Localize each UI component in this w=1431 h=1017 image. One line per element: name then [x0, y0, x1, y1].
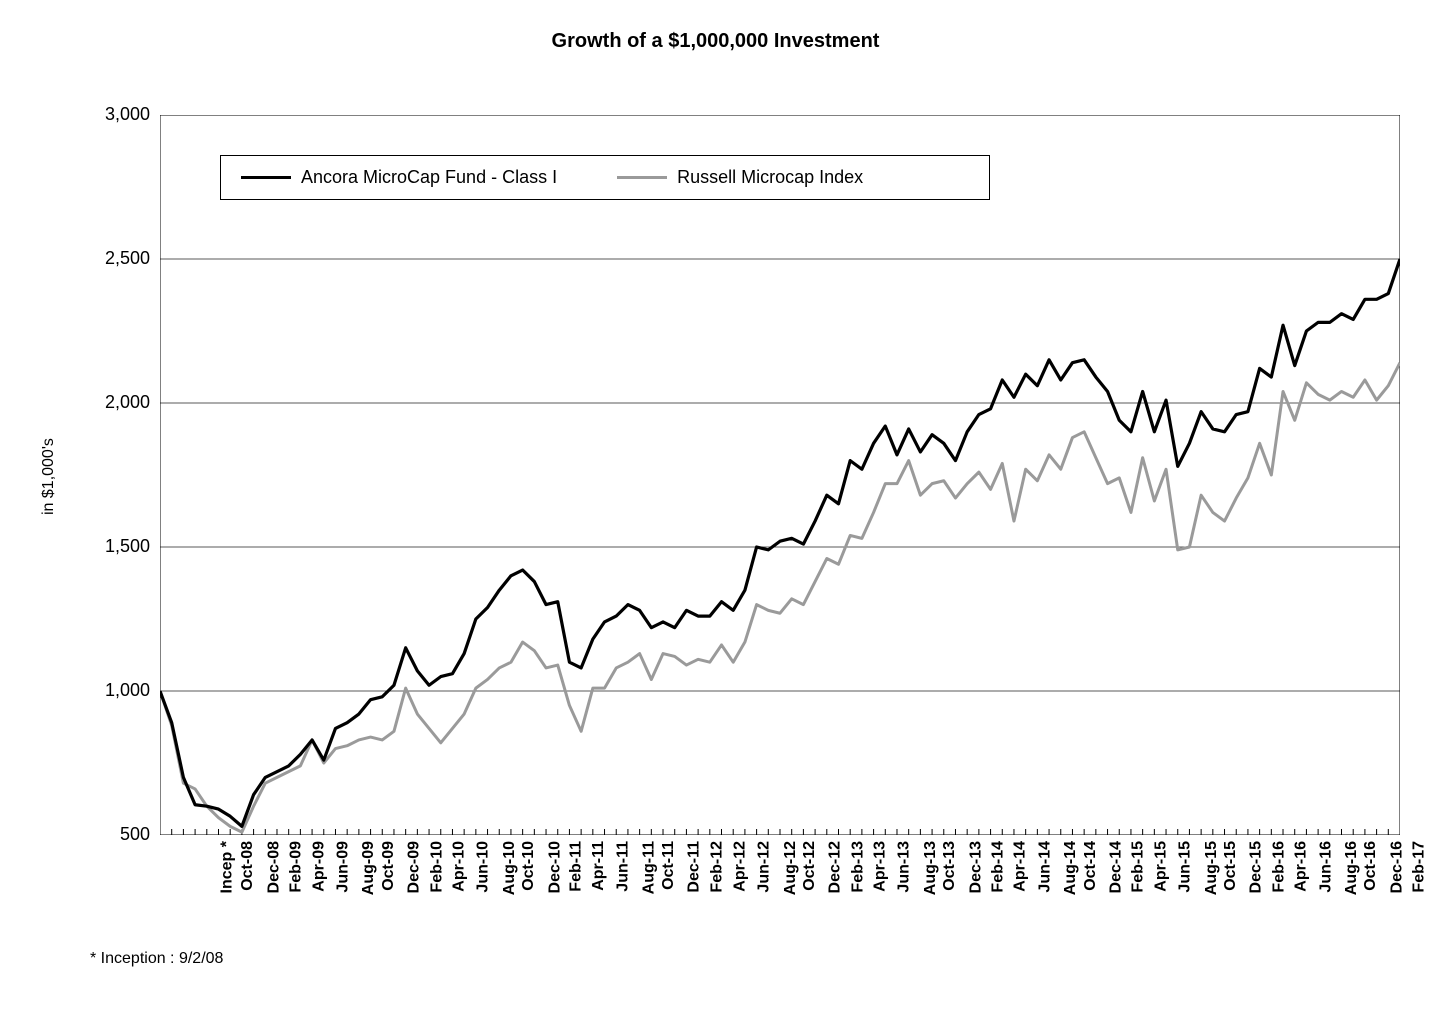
- x-tick-label: Incep *: [218, 841, 236, 893]
- x-tick-label: Aug-11: [640, 841, 658, 894]
- x-tick-label: Jun-14: [1036, 841, 1054, 893]
- legend-item: Ancora MicroCap Fund - Class I: [241, 167, 557, 188]
- series-line: [160, 259, 1400, 826]
- x-tick-label: Dec-14: [1108, 841, 1126, 893]
- plot-area: [160, 115, 1400, 835]
- y-axis-label: in $1,000's: [40, 438, 58, 515]
- x-tick-label: Dec-13: [967, 841, 985, 893]
- y-tick-label: 500: [70, 824, 150, 845]
- x-tick-label: Oct-10: [520, 841, 538, 891]
- footnote: * Inception : 9/2/08: [90, 950, 223, 968]
- x-tick-label: Dec-08: [265, 841, 283, 893]
- legend-swatch: [617, 176, 667, 179]
- x-tick-label: Aug-09: [361, 841, 379, 895]
- x-tick-label: Feb-11: [568, 841, 586, 892]
- x-tick-label: Apr-13: [872, 841, 890, 892]
- x-tick-label: Oct-14: [1081, 841, 1099, 891]
- x-tick-label: Aug-10: [501, 841, 519, 895]
- x-tick-label: Jun-15: [1177, 841, 1195, 893]
- x-tick-label: Dec-12: [827, 841, 845, 893]
- x-tick-label: Feb-10: [428, 841, 446, 893]
- x-tick-label: Feb-09: [288, 841, 306, 893]
- x-tick-label: Jun-10: [475, 841, 493, 893]
- legend: Ancora MicroCap Fund - Class I Russell Mi…: [220, 155, 990, 200]
- x-tick-label: Aug-12: [782, 841, 800, 895]
- legend-item: Russell Microcap Index: [617, 167, 863, 188]
- x-tick-label: Dec-09: [406, 841, 424, 893]
- x-tick-label: Apr-14: [1012, 841, 1030, 892]
- series-line: [160, 363, 1400, 832]
- x-tick-label: Jun-16: [1317, 841, 1335, 893]
- chart-container: Growth of a $1,000,000 Investment in $1,…: [0, 0, 1431, 1017]
- x-tick-label: Oct-13: [941, 841, 959, 891]
- x-tick-label: Oct-12: [801, 841, 819, 891]
- x-tick-label: Aug-15: [1203, 841, 1221, 895]
- x-tick-label: Feb-17: [1411, 841, 1429, 893]
- x-tick-label: Dec-15: [1248, 841, 1266, 893]
- x-tick-label: Aug-14: [1062, 841, 1080, 895]
- legend-label: Ancora MicroCap Fund - Class I: [301, 167, 557, 188]
- x-tick-label: Apr-16: [1293, 841, 1311, 892]
- x-tick-label: Dec-16: [1388, 841, 1406, 893]
- x-tick-label: Jun-13: [896, 841, 914, 893]
- x-tick-label: Dec-11: [686, 841, 704, 893]
- x-tick-label: Feb-12: [709, 841, 727, 893]
- y-tick-label: 2,500: [70, 248, 150, 269]
- legend-swatch: [241, 176, 291, 179]
- x-tick-label: Jun-09: [335, 841, 353, 893]
- x-tick-label: Jun-11: [614, 841, 632, 892]
- y-tick-label: 1,500: [70, 536, 150, 557]
- chart-title: Growth of a $1,000,000 Investment: [0, 30, 1431, 53]
- x-tick-label: Aug-16: [1343, 841, 1361, 895]
- x-tick-label: Feb-15: [1130, 841, 1148, 893]
- x-tick-label: Feb-14: [990, 841, 1008, 893]
- y-tick-label: 2,000: [70, 392, 150, 413]
- y-tick-label: 3,000: [70, 104, 150, 125]
- x-tick-label: Oct-08: [239, 841, 257, 891]
- x-tick-label: Oct-09: [380, 841, 398, 891]
- y-tick-label: 1,000: [70, 680, 150, 701]
- x-tick-label: Jun-12: [756, 841, 774, 893]
- x-tick-label: Apr-11: [590, 841, 608, 891]
- x-tick-label: Apr-12: [731, 841, 749, 892]
- x-tick-label: Feb-16: [1270, 841, 1288, 893]
- x-tick-label: Apr-15: [1153, 841, 1171, 892]
- x-tick-label: Apr-09: [310, 841, 328, 892]
- x-tick-label: Apr-10: [451, 841, 469, 892]
- x-tick-label: Oct-16: [1362, 841, 1380, 891]
- x-tick-label: Feb-13: [849, 841, 867, 893]
- x-tick-label: Aug-13: [922, 841, 940, 895]
- x-tick-label: Oct-11: [659, 841, 677, 890]
- x-tick-label: Oct-15: [1222, 841, 1240, 891]
- legend-label: Russell Microcap Index: [677, 167, 863, 188]
- x-tick-label: Dec-10: [546, 841, 564, 893]
